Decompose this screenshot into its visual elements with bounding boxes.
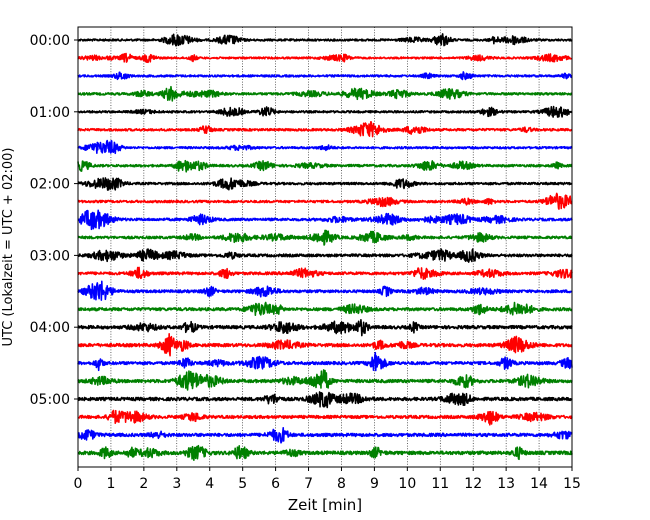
- trace-0530: [77, 427, 573, 444]
- trace-group: [77, 33, 573, 462]
- trace-0000: [77, 33, 573, 47]
- trace-0500: [77, 391, 573, 409]
- x-tick-label: 3: [172, 476, 181, 492]
- x-tick-label: 13: [497, 476, 515, 492]
- trace-0200: [77, 177, 573, 191]
- x-tick-label: 5: [238, 476, 247, 492]
- x-tick-label: 0: [74, 476, 83, 492]
- x-tick-label: 9: [370, 476, 379, 492]
- trace-0300: [77, 248, 573, 263]
- trace-0400: [77, 318, 573, 337]
- x-tick-label: 7: [304, 476, 313, 492]
- vertical-grid: [110, 27, 540, 467]
- x-tick-label: 14: [530, 476, 548, 492]
- trace-0215: [77, 192, 573, 210]
- trace-0045: [77, 85, 573, 102]
- trace-0230: [77, 209, 573, 231]
- trace-0445: [77, 369, 573, 391]
- y-tick-label: 05:00: [30, 392, 70, 408]
- trace-0415: [77, 332, 573, 357]
- x-tick-label: 1: [106, 476, 115, 492]
- x-axis-label: Zeit [min]: [288, 496, 362, 514]
- trace-0430: [77, 351, 573, 372]
- trace-0315: [77, 266, 573, 280]
- trace-0115: [77, 121, 573, 138]
- trace-0100: [77, 105, 573, 118]
- plot-background: [78, 27, 572, 467]
- x-tick-label: 8: [337, 476, 346, 492]
- x-tick-label: 2: [139, 476, 148, 492]
- x-tick-label: 4: [205, 476, 214, 492]
- y-axis-label: UTC (Lokalzeit = UTC + 02:00): [1, 148, 16, 347]
- trace-0130: [77, 139, 573, 155]
- x-tick-label: 6: [271, 476, 280, 492]
- plot-frame: [77, 26, 573, 468]
- x-tick-label: 12: [464, 476, 482, 492]
- y-axis-ticks: 00:00 01:00 02:00 03:00 04:00 05:00: [30, 33, 78, 408]
- y-tick-label: 04:00: [30, 320, 70, 336]
- y-tick-label: 02:00: [30, 177, 70, 193]
- trace-0145: [77, 159, 573, 173]
- y-tick-label: 03:00: [30, 248, 70, 264]
- trace-0515: [77, 409, 573, 426]
- trace-0330: [77, 280, 573, 301]
- x-tick-label: 10: [398, 476, 416, 492]
- y-tick-label: 00:00: [30, 33, 70, 49]
- x-tick-label: 11: [431, 476, 449, 492]
- trace-0030: [77, 71, 573, 81]
- trace-0245: [77, 229, 573, 246]
- x-tick-label: 15: [563, 476, 581, 492]
- trace-0015: [77, 52, 573, 64]
- x-axis-ticks: 0 1 2 3 4 5 6 7 8 9 10 11 12 13 14 15: [74, 467, 581, 492]
- y-tick-label: 01:00: [30, 105, 70, 121]
- trace-0545: [77, 444, 573, 462]
- trace-0345: [77, 301, 573, 317]
